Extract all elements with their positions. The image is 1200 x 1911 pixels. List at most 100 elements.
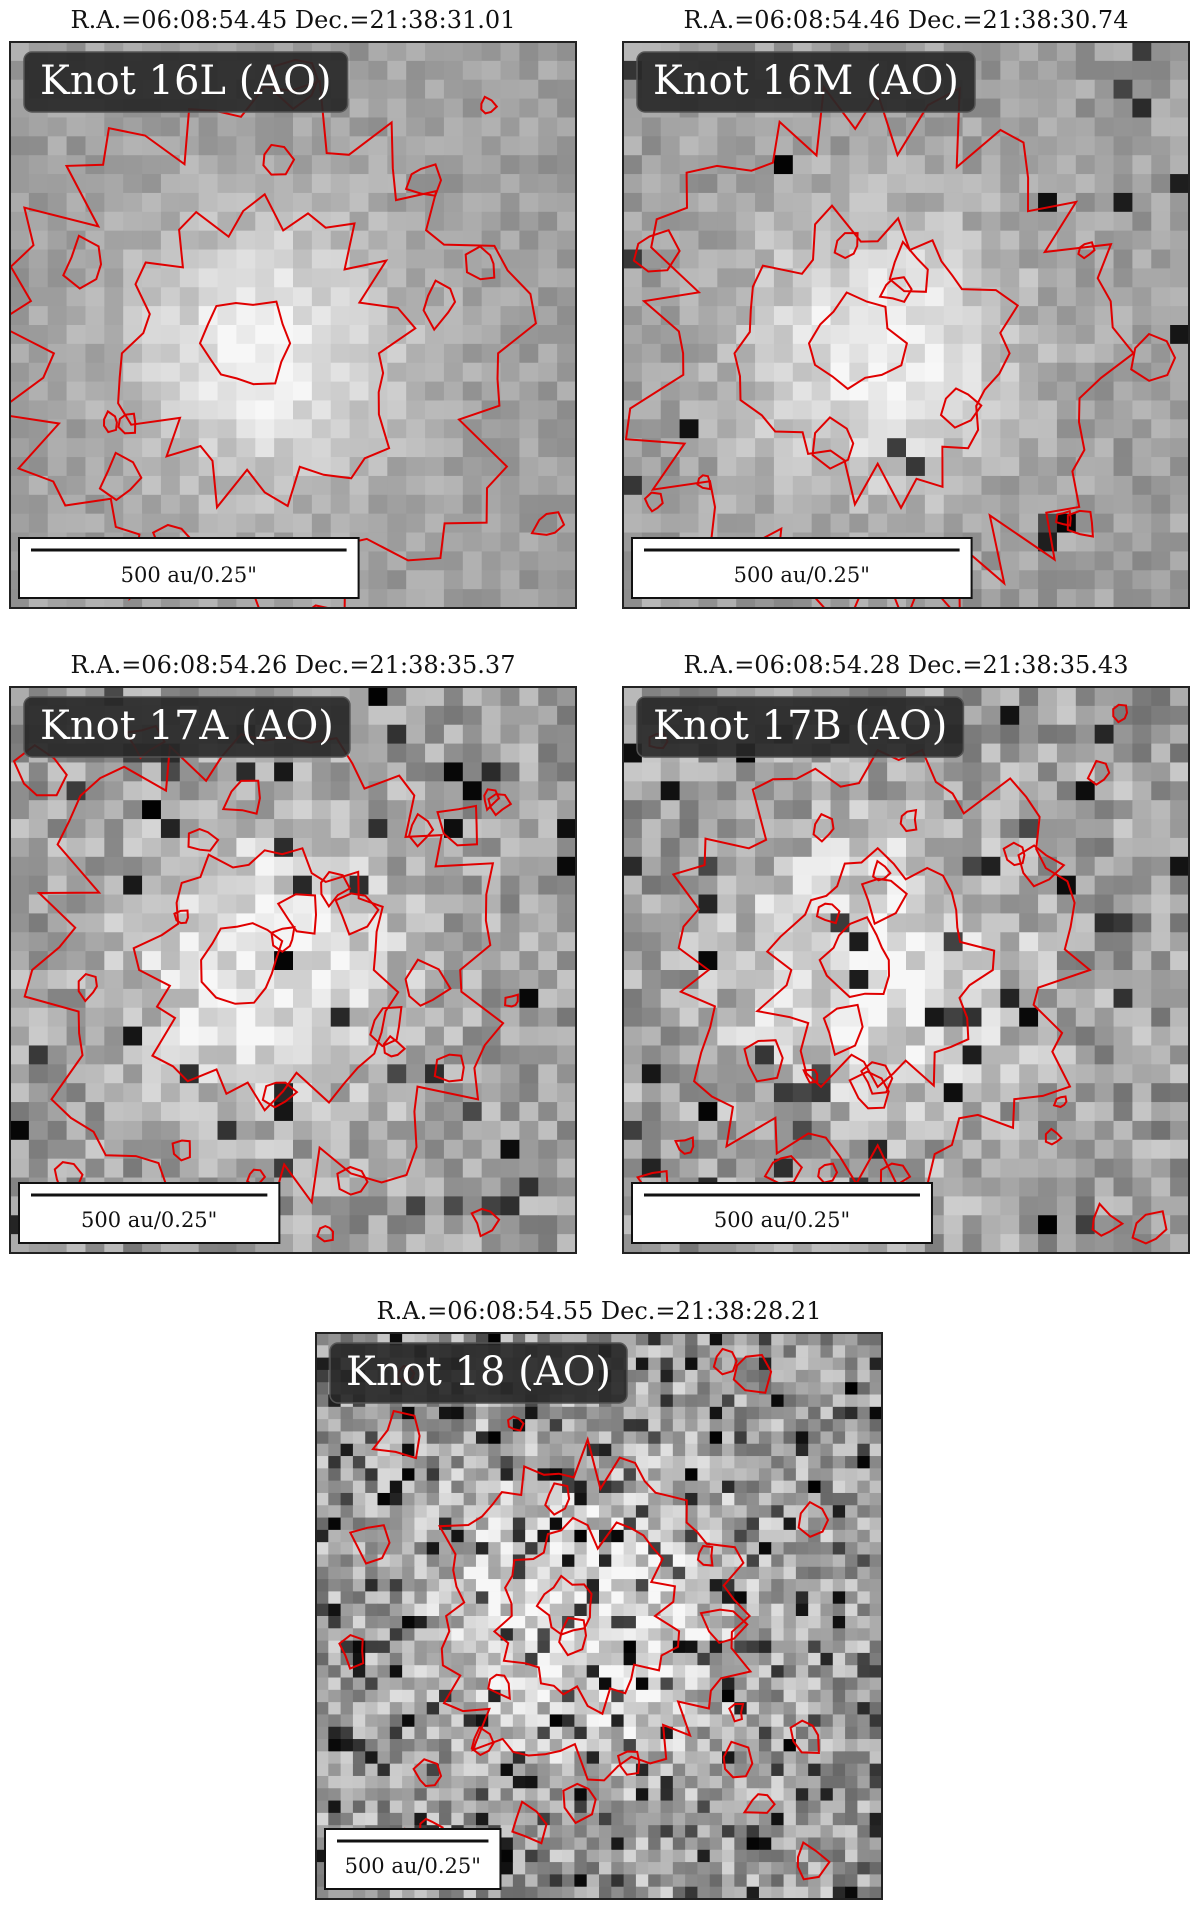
pixel	[500, 494, 520, 515]
pixel	[1132, 1158, 1152, 1179]
pixel	[66, 894, 87, 914]
pixel	[255, 1158, 275, 1179]
pixel	[406, 362, 426, 383]
pixel	[795, 1394, 809, 1408]
pixel	[906, 174, 926, 194]
pixel	[179, 343, 200, 364]
pixel	[330, 1120, 351, 1141]
pixel	[672, 1505, 686, 1519]
pixel	[869, 1529, 882, 1543]
pixel	[500, 1215, 520, 1235]
pixel	[10, 837, 30, 858]
pixel	[868, 494, 888, 515]
pixel	[425, 1177, 445, 1197]
pixel	[387, 42, 407, 62]
pixel	[462, 98, 483, 119]
pixel	[330, 325, 351, 345]
pixel	[274, 988, 294, 1009]
pixel	[519, 155, 539, 175]
pixel	[425, 875, 445, 896]
pixel	[981, 1215, 1001, 1235]
pixel	[160, 136, 181, 156]
pixel	[293, 117, 313, 137]
pixel	[820, 1640, 834, 1654]
pixel	[755, 192, 775, 213]
pixel	[179, 762, 200, 782]
pixel	[557, 306, 576, 326]
pixel	[85, 192, 105, 213]
pixel	[293, 249, 313, 269]
pixel	[340, 1456, 354, 1469]
pixel	[868, 762, 888, 782]
pixel	[198, 362, 219, 383]
pixel	[773, 513, 794, 534]
pixel	[352, 1419, 366, 1433]
pixel	[1132, 192, 1152, 213]
pixel	[758, 1443, 772, 1457]
pixel	[439, 1419, 452, 1433]
pixel	[672, 1345, 686, 1359]
pixel	[562, 1456, 575, 1469]
pixel	[500, 117, 520, 137]
contour	[1055, 509, 1072, 527]
pixel	[10, 1007, 30, 1028]
pixel	[316, 1333, 329, 1346]
pixel	[845, 1382, 858, 1396]
pixel	[1056, 60, 1077, 81]
pixel	[236, 438, 256, 458]
pixel	[868, 951, 888, 971]
pixel	[1000, 136, 1020, 156]
pixel	[311, 819, 332, 839]
pixel	[773, 306, 794, 326]
pixel	[316, 1419, 329, 1433]
pixel	[717, 174, 737, 194]
pixel	[10, 117, 30, 137]
pixel	[795, 1652, 809, 1666]
pixel	[500, 570, 520, 590]
pixel	[1151, 230, 1171, 251]
pixel	[349, 1026, 370, 1047]
pixel	[1019, 1026, 1039, 1047]
pixel	[10, 343, 30, 364]
pixel	[10, 1064, 30, 1084]
pixel	[717, 875, 737, 896]
pixel	[830, 419, 850, 439]
pixel	[142, 475, 162, 496]
pixel	[538, 155, 558, 175]
pixel	[1094, 136, 1115, 156]
pixel	[402, 1566, 416, 1580]
pixel	[500, 1542, 514, 1556]
pixel	[1132, 856, 1152, 877]
pixel	[679, 951, 700, 971]
pixel	[443, 724, 464, 745]
pixel	[679, 249, 700, 269]
pixel	[734, 1517, 748, 1531]
pixel	[1019, 400, 1039, 420]
pixel	[1056, 362, 1077, 383]
pixel	[236, 343, 256, 364]
pixel	[1000, 781, 1020, 801]
pixel	[820, 1406, 834, 1420]
pixel	[660, 988, 681, 1009]
pixel	[717, 211, 737, 232]
pixel	[623, 1480, 637, 1494]
pixel	[845, 1542, 858, 1556]
pixel	[538, 362, 558, 383]
pixel	[66, 762, 87, 782]
pixel	[868, 1158, 888, 1179]
pixel	[1038, 438, 1058, 458]
pixel	[538, 1064, 558, 1084]
pixel	[451, 1492, 465, 1506]
pixel	[717, 249, 737, 269]
pixel	[1170, 837, 1189, 858]
pixel	[868, 894, 888, 914]
pixel	[481, 400, 502, 420]
pixel	[623, 174, 643, 194]
pixel	[698, 325, 718, 345]
pixel	[293, 192, 313, 213]
pixel	[1056, 174, 1077, 194]
pixel	[574, 1480, 588, 1494]
pixel	[1170, 856, 1189, 877]
contour	[733, 204, 1020, 511]
